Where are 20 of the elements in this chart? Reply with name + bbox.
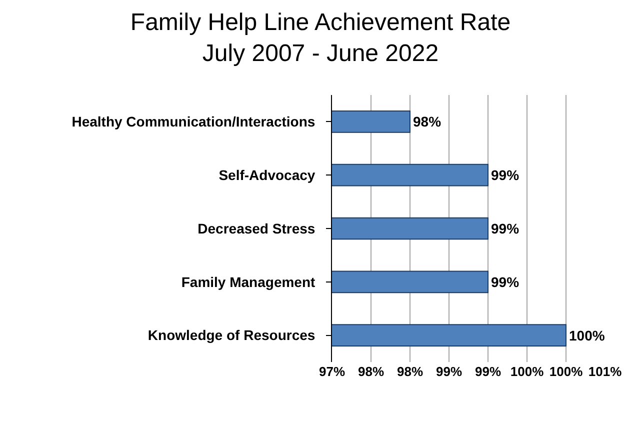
chart-title: Family Help Line Achievement Rate [130,8,511,36]
data-label: 98% [413,114,442,130]
x-tick-label: 100% [510,364,544,379]
data-label: 99% [491,274,520,290]
data-label: 99% [491,220,520,236]
y-tick-label: Decreased Stress [198,220,316,236]
x-tick-label: 101% [588,364,622,379]
x-tick-label: 99% [436,364,462,379]
y-tick-label: Family Management [181,274,316,290]
y-tick-label: Knowledge of Resources [148,327,316,344]
data-label: 99% [491,167,520,184]
x-tick-label: 98% [396,364,424,379]
x-tick-label: 100% [549,364,584,379]
chart-subtitle: July 2007 - June 2022 [202,40,439,68]
y-tick-label: Self-Advocacy [218,167,316,183]
x-tick-label: 98% [358,364,384,379]
x-tick-label: 99% [474,364,502,379]
y-tick-label: Healthy Communication/Interactions [72,114,316,130]
x-tick-label: 97% [318,364,346,379]
data-label: 100% [569,327,606,344]
